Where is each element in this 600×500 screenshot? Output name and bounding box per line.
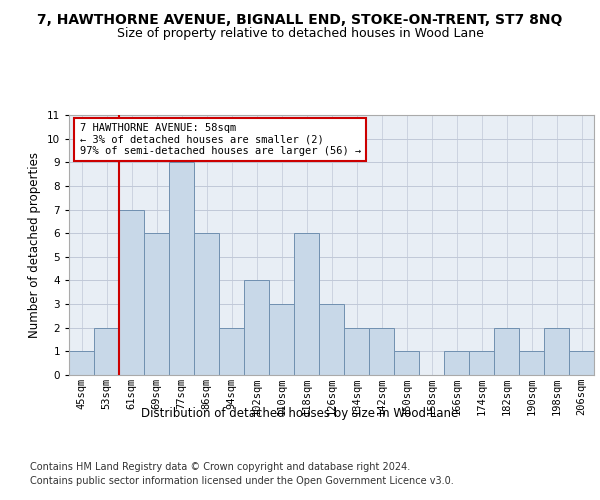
Bar (544, 328, 569, 375)
Bar (344, 328, 369, 375)
Bar (244, 280, 269, 375)
Bar (519, 352, 544, 375)
Text: Size of property relative to detached houses in Wood Lane: Size of property relative to detached ho… (116, 28, 484, 40)
Text: Contains public sector information licensed under the Open Government Licence v3: Contains public sector information licen… (30, 476, 454, 486)
Bar (569, 352, 594, 375)
Bar (394, 352, 419, 375)
Bar (469, 352, 494, 375)
Bar (294, 233, 319, 375)
Text: Contains HM Land Registry data © Crown copyright and database right 2024.: Contains HM Land Registry data © Crown c… (30, 462, 410, 472)
Bar (269, 304, 294, 375)
Bar (219, 328, 244, 375)
Y-axis label: Number of detached properties: Number of detached properties (28, 152, 41, 338)
Text: 7, HAWTHORNE AVENUE, BIGNALL END, STOKE-ON-TRENT, ST7 8NQ: 7, HAWTHORNE AVENUE, BIGNALL END, STOKE-… (37, 12, 563, 26)
Bar (144, 233, 169, 375)
Bar (369, 328, 394, 375)
Bar (169, 162, 194, 375)
Bar (194, 233, 219, 375)
Bar (119, 210, 144, 375)
Text: 7 HAWTHORNE AVENUE: 58sqm
← 3% of detached houses are smaller (2)
97% of semi-de: 7 HAWTHORNE AVENUE: 58sqm ← 3% of detach… (79, 123, 361, 156)
Bar (319, 304, 344, 375)
Bar (94, 328, 119, 375)
Text: Distribution of detached houses by size in Wood Lane: Distribution of detached houses by size … (142, 408, 458, 420)
Bar (494, 328, 519, 375)
Bar (444, 352, 469, 375)
Bar (69, 352, 94, 375)
